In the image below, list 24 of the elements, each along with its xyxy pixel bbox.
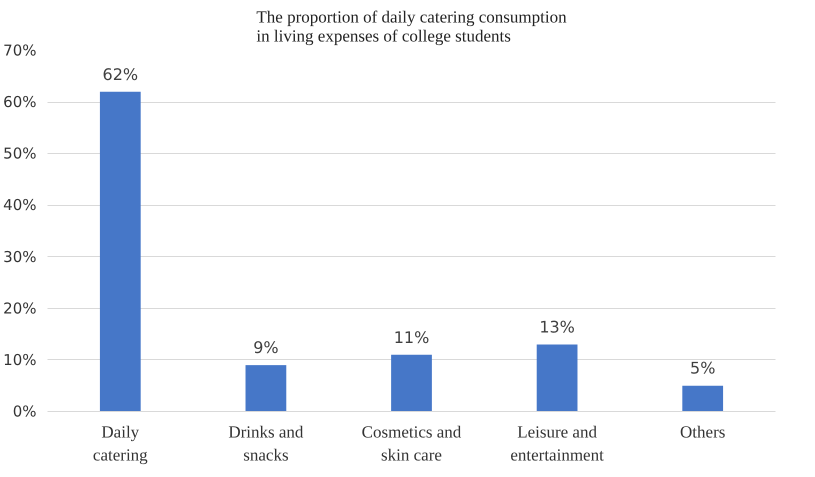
x-tick-label: Drinks and snacks [228, 422, 304, 464]
bar [536, 344, 578, 412]
y-tick-label: 70% [3, 42, 37, 60]
y-tick-label: 60% [3, 93, 37, 112]
chart-title: The proportion of daily catering consumption in living expenses of college students [256, 8, 568, 46]
y-tick-label: 10% [3, 350, 37, 369]
y-tick-label: 30% [3, 248, 37, 266]
data-label: 9% [253, 338, 279, 358]
data-label: 5% [690, 358, 716, 378]
x-tick-label: Daily catering [92, 422, 148, 464]
x-tick-label: Cosmetics and skin care [362, 422, 462, 464]
y-tick-label: 20% [3, 299, 37, 318]
bar [100, 92, 141, 412]
data-label: 62% [102, 64, 138, 84]
bar [391, 354, 432, 412]
data-label: 11% [394, 328, 430, 347]
x-tick-label: Others [680, 422, 726, 442]
x-tick-label: Leisure and entertainment [510, 422, 604, 464]
data-label: 13% [539, 317, 575, 336]
bar [246, 365, 286, 412]
y-tick-label: 0% [12, 402, 36, 420]
y-tick-label: 50% [3, 144, 37, 163]
bar [682, 386, 724, 412]
y-tick-label: 40% [3, 196, 37, 214]
